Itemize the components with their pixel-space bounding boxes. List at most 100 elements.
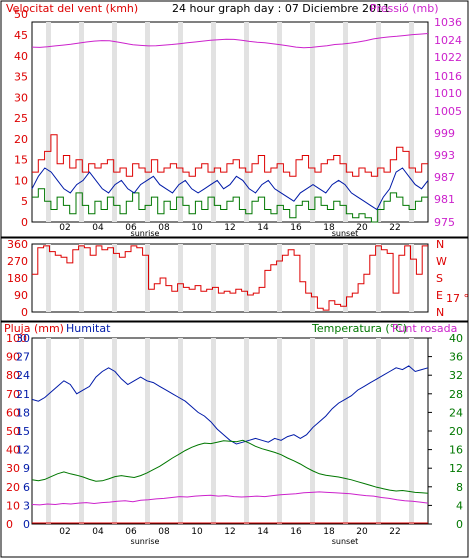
panel3-hour-band xyxy=(178,338,183,524)
panel3-x-tick-label: 16 xyxy=(290,527,302,537)
panel1-plot-area xyxy=(31,21,429,223)
panel1-hour-band xyxy=(178,22,183,222)
panel3-hour-band xyxy=(310,338,315,524)
panel3-temperature-label: Temperatura (°C) xyxy=(311,322,407,335)
panel3-hour-band xyxy=(112,338,117,524)
panel3-humidity-tick-label: 0 xyxy=(23,518,30,531)
panel3-temperature-tick-label: 40 xyxy=(449,332,463,345)
panel3-axes: 02 04 06 08 10 12 14 16 18 20 22010203040506070809… xyxy=(6,332,463,546)
panel1-right-tick-label: 1016 xyxy=(434,70,462,83)
panel2-left-tick-label: 360 xyxy=(7,238,28,251)
panel3-rain-tick-label: 100 xyxy=(6,332,27,345)
panel1-left-tick-label: 45 xyxy=(14,29,28,42)
panel3-hour-band xyxy=(211,338,216,524)
panel1-x-tick-label: 18 xyxy=(323,223,335,233)
panel3-x-tick-label: 02 xyxy=(59,527,70,537)
panel3-rain-tick-label: 50 xyxy=(6,425,20,438)
panel3-temperature-tick-label: 12 xyxy=(449,462,463,475)
panel2-frame xyxy=(0,237,469,322)
panel2-right-tick-label: E xyxy=(436,289,443,302)
panel3-temperature-tick-label: 16 xyxy=(449,444,463,457)
panel2-right-tick-label: W xyxy=(436,255,447,268)
panel2-hour-band xyxy=(178,244,183,312)
panel1-left-tick-label: 40 xyxy=(14,50,28,63)
panel1-x-tick-label: 04 xyxy=(92,223,104,233)
panel3-rain-tick-label: 10 xyxy=(6,499,20,512)
panel3-humidity-tick-label: 9 xyxy=(23,462,30,475)
panel1-hour-band xyxy=(145,22,150,222)
panel1-left-tick-label: 5 xyxy=(21,195,28,208)
panel1-x-tick-label: 06 xyxy=(125,223,137,233)
panel1-left-tick-label: 20 xyxy=(14,133,28,146)
panel1-right-tick-label: 975 xyxy=(434,216,455,229)
panel1-series xyxy=(31,33,429,223)
panel1-x-tick-label: 16 xyxy=(290,223,302,233)
panel1-right-tick-label: 1010 xyxy=(434,87,462,100)
panel1-hour-band xyxy=(211,22,216,222)
panel3-temperature-tick-label: 36 xyxy=(449,351,463,364)
panel1-sunset-label: sunset xyxy=(332,229,359,238)
panel1-hour-band xyxy=(409,22,414,222)
panel1-sunrise-label: sunrise xyxy=(131,229,160,238)
panel3-hour-band xyxy=(244,338,249,524)
panel1-left-axis-label: Velocitat del vent (kmh) xyxy=(6,2,138,15)
panel2-plot-area xyxy=(31,243,429,313)
panel1-hour-band xyxy=(343,22,348,222)
panel2-right-tick-label: S xyxy=(436,272,443,285)
panel1-right-tick-label: 1024 xyxy=(434,34,462,47)
dew-point-line xyxy=(31,491,429,506)
panel3-x-tick-label: 14 xyxy=(257,527,269,537)
panel2-hour-band xyxy=(343,244,348,312)
panel1-right-tick-label: 1022 xyxy=(434,51,462,64)
panel2-right-tick-label: N xyxy=(436,238,444,251)
panel3-rain-label: Pluja (mm) xyxy=(4,322,64,335)
panel3-humidity-tick-label: 6 xyxy=(23,481,30,494)
pressure-line xyxy=(31,33,429,49)
panel1-x-tick-label: 20 xyxy=(356,223,368,233)
panel3-sunrise-label: sunrise xyxy=(131,537,160,546)
panel1-left-tick-label: 25 xyxy=(14,112,28,125)
panel3-temperature-tick-label: 20 xyxy=(449,425,463,438)
panel1-right-tick-label: 1005 xyxy=(434,105,462,118)
panel3-x-tick-label: 04 xyxy=(92,527,104,537)
humidity-line xyxy=(31,365,429,445)
panel1-hour-band xyxy=(277,22,282,222)
panel1-left-tick-label: 35 xyxy=(14,71,28,84)
panel2-left-tick-label: 180 xyxy=(7,272,28,285)
panel1-left-tick-label: 10 xyxy=(14,174,28,187)
panel3-frame xyxy=(0,321,469,558)
wind-direction-line xyxy=(32,245,428,311)
panel1-x-tick-label: 10 xyxy=(191,223,203,233)
panel3-x-tick-label: 18 xyxy=(323,527,335,537)
panel2-left-tick-label: 90 xyxy=(14,289,28,302)
panel3-x-tick-label: 12 xyxy=(224,527,235,537)
panel1-hour-band xyxy=(310,22,315,222)
panel3-plot-area xyxy=(31,337,429,525)
panel3-rain-tick-label: 70 xyxy=(6,388,20,401)
panel3-x-tick-label: 06 xyxy=(125,527,137,537)
panel1-left-tick-label: 50 xyxy=(14,8,28,21)
chart-title: 24 hour graph day : 07 Diciembre 2011 xyxy=(172,2,390,15)
panel2-left-tick-label: 0 xyxy=(21,306,28,319)
wind-min-line xyxy=(32,188,428,223)
panel3-temperature-tick-label: 32 xyxy=(449,369,463,382)
panel1-right-axis-label: Pressió (mb) xyxy=(370,2,439,15)
panel2-hour-band xyxy=(376,244,381,312)
panel3-rain-tick-label: 90 xyxy=(6,351,20,364)
panel1-hour-band xyxy=(376,22,381,222)
panel3-x-tick-label: 22 xyxy=(389,527,400,537)
panel3-humidity-label: Humitat xyxy=(66,322,111,335)
panel3-humidity-tick-label: 27 xyxy=(16,351,30,364)
panel1-x-tick-label: 08 xyxy=(158,223,170,233)
panel2-hour-band xyxy=(112,244,117,312)
panel3-hour-band xyxy=(376,338,381,524)
panel3-rain-tick-label: 30 xyxy=(6,462,20,475)
panel3-temperature-tick-label: 28 xyxy=(449,388,463,401)
panel1-grid xyxy=(31,21,429,223)
panel1-hour-band xyxy=(112,22,117,222)
panel3-rain-tick-label: 80 xyxy=(6,369,20,382)
panel1-left-tick-label: 0 xyxy=(21,216,28,229)
panel2-hour-band xyxy=(211,244,216,312)
panel1-left-tick-label: 30 xyxy=(14,91,28,104)
panel3-grid xyxy=(31,337,429,525)
